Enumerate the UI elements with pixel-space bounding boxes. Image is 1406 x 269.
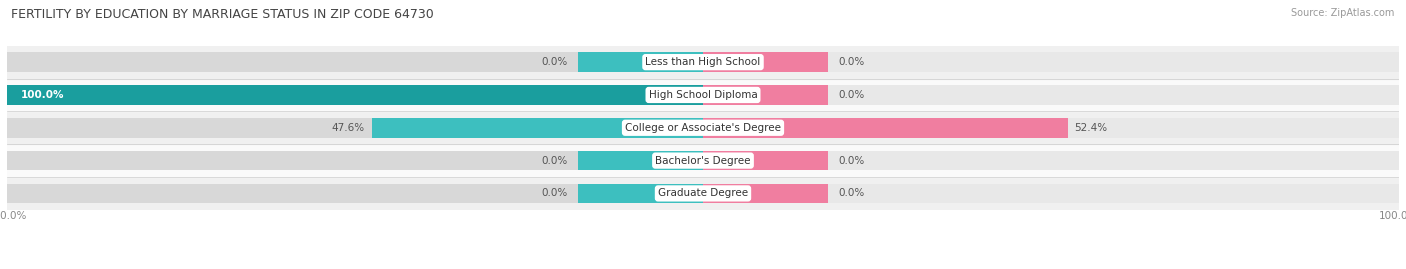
Text: High School Diploma: High School Diploma xyxy=(648,90,758,100)
Bar xyxy=(7,111,1399,144)
Text: 0.0%: 0.0% xyxy=(839,90,865,100)
Bar xyxy=(578,52,703,72)
Text: 0.0%: 0.0% xyxy=(541,155,567,166)
Bar xyxy=(703,183,1399,203)
Text: 52.4%: 52.4% xyxy=(1074,123,1108,133)
Text: Less than High School: Less than High School xyxy=(645,57,761,67)
Bar xyxy=(7,144,1399,177)
Text: 0.0%: 0.0% xyxy=(541,188,567,199)
Bar xyxy=(7,177,1399,210)
Bar xyxy=(703,52,1399,72)
Text: 100.0%: 100.0% xyxy=(21,90,65,100)
Bar xyxy=(703,118,1399,138)
Text: 0.0%: 0.0% xyxy=(839,188,865,199)
Bar xyxy=(703,85,828,105)
Bar xyxy=(7,79,1399,111)
Text: 0.0%: 0.0% xyxy=(541,57,567,67)
Bar xyxy=(578,151,703,171)
Text: College or Associate's Degree: College or Associate's Degree xyxy=(626,123,780,133)
Text: FERTILITY BY EDUCATION BY MARRIAGE STATUS IN ZIP CODE 64730: FERTILITY BY EDUCATION BY MARRIAGE STATU… xyxy=(11,8,434,21)
Bar xyxy=(7,183,703,203)
Bar xyxy=(7,85,703,105)
Bar xyxy=(703,183,828,203)
Bar xyxy=(703,52,828,72)
Bar xyxy=(578,183,703,203)
Text: Graduate Degree: Graduate Degree xyxy=(658,188,748,199)
Bar xyxy=(7,118,703,138)
Bar xyxy=(703,151,828,171)
Bar xyxy=(7,46,1399,79)
Text: 0.0%: 0.0% xyxy=(839,155,865,166)
Bar xyxy=(7,151,703,171)
Text: Bachelor's Degree: Bachelor's Degree xyxy=(655,155,751,166)
Text: 47.6%: 47.6% xyxy=(332,123,364,133)
Text: 0.0%: 0.0% xyxy=(839,57,865,67)
Bar xyxy=(7,85,703,105)
Bar xyxy=(7,52,703,72)
Text: Source: ZipAtlas.com: Source: ZipAtlas.com xyxy=(1291,8,1395,18)
Bar xyxy=(371,118,703,138)
Bar xyxy=(703,85,1399,105)
Bar xyxy=(703,151,1399,171)
Bar xyxy=(703,118,1067,138)
